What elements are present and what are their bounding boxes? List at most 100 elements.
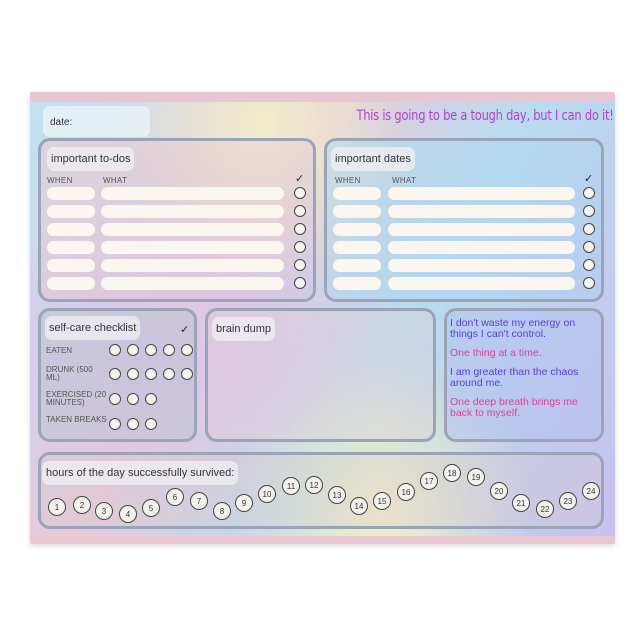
todos-checkbox[interactable] xyxy=(294,241,306,253)
hour-circle[interactable]: 8 xyxy=(213,502,231,520)
selfcare-checkbox[interactable] xyxy=(145,418,157,430)
hour-circle[interactable]: 21 xyxy=(512,494,530,512)
hour-circle[interactable]: 13 xyxy=(328,486,346,504)
date-field[interactable]: date: xyxy=(43,106,150,137)
affirmation-text: One thing at a time. xyxy=(450,347,542,359)
selfcare-checkbox[interactable] xyxy=(181,368,193,380)
todos-what-input[interactable] xyxy=(101,223,284,236)
selfcare-checkbox[interactable] xyxy=(163,344,175,356)
hour-circle[interactable]: 23 xyxy=(559,492,577,510)
todos-when-input[interactable] xyxy=(47,223,95,236)
todos-checkbox[interactable] xyxy=(294,205,306,217)
selfcare-check-icon: ✓ xyxy=(180,324,190,336)
dates-what-input[interactable] xyxy=(388,277,575,290)
todos-when-input[interactable] xyxy=(47,277,95,290)
dates-checkbox[interactable] xyxy=(583,205,595,217)
hour-circle[interactable]: 4 xyxy=(119,505,137,523)
todos-when-input[interactable] xyxy=(47,241,95,254)
hour-circle[interactable]: 14 xyxy=(350,497,368,515)
todos-checkbox[interactable] xyxy=(294,259,306,271)
hour-circle[interactable]: 24 xyxy=(582,482,600,500)
selfcare-checkbox[interactable] xyxy=(127,344,139,356)
selfcare-checkbox[interactable] xyxy=(127,418,139,430)
todos-what-input[interactable] xyxy=(101,259,284,272)
dates-checkbox[interactable] xyxy=(583,259,595,271)
hour-circle[interactable]: 9 xyxy=(235,494,253,512)
dates-when-input[interactable] xyxy=(333,223,381,236)
dates-when-header: WHEN xyxy=(335,176,361,185)
selfcare-checkbox[interactable] xyxy=(109,344,121,356)
hour-circle[interactable]: 19 xyxy=(467,468,485,486)
affirmation-text: One deep breath brings me back to myself… xyxy=(450,396,578,419)
affirmation-text: I don't waste my energy on things I can'… xyxy=(450,317,576,340)
hour-circle[interactable]: 6 xyxy=(166,488,184,506)
todos-what-input[interactable] xyxy=(101,241,284,254)
todos-what-input[interactable] xyxy=(101,277,284,290)
selfcare-item-label: EXERCISED (20 MINUTES) xyxy=(46,390,107,407)
dates-when-input[interactable] xyxy=(333,277,381,290)
brain-dump-title: brain dump xyxy=(212,317,276,341)
todos-when-input[interactable] xyxy=(47,187,95,200)
dates-when-input[interactable] xyxy=(333,187,381,200)
selfcare-checkbox[interactable] xyxy=(109,393,121,405)
hour-circle[interactable]: 16 xyxy=(397,483,415,501)
hours-title: hours of the day successfully survived: xyxy=(42,461,239,485)
hour-circle[interactable]: 17 xyxy=(420,472,438,490)
hour-circle[interactable]: 2 xyxy=(73,496,91,514)
dates-checkbox[interactable] xyxy=(583,277,595,289)
selfcare-item-label: EATEN xyxy=(46,346,73,355)
dates-what-input[interactable] xyxy=(388,223,575,236)
dates-checkbox[interactable] xyxy=(583,241,595,253)
selfcare-checkbox[interactable] xyxy=(127,393,139,405)
hour-circle[interactable]: 5 xyxy=(142,499,160,517)
todos-when-input[interactable] xyxy=(47,205,95,218)
selfcare-checkbox[interactable] xyxy=(109,368,121,380)
todos-checkbox[interactable] xyxy=(294,277,306,289)
todos-what-header: WHAT xyxy=(103,176,128,185)
dates-what-header: WHAT xyxy=(392,176,417,185)
date-label: date: xyxy=(50,117,73,128)
hour-circle[interactable]: 10 xyxy=(258,485,276,503)
selfcare-checkbox[interactable] xyxy=(163,368,175,380)
dates-when-input[interactable] xyxy=(333,241,381,254)
todos-checkbox[interactable] xyxy=(294,223,306,235)
dates-what-input[interactable] xyxy=(388,259,575,272)
hour-circle[interactable]: 1 xyxy=(48,498,66,516)
selfcare-checkbox[interactable] xyxy=(109,418,121,430)
todos-when-input[interactable] xyxy=(47,259,95,272)
hour-circle[interactable]: 18 xyxy=(443,464,461,482)
dates-checkbox[interactable] xyxy=(583,187,595,199)
hour-circle[interactable]: 3 xyxy=(95,502,113,520)
hour-circle[interactable]: 15 xyxy=(373,492,391,510)
hour-circle[interactable]: 12 xyxy=(305,476,323,494)
hour-circle[interactable]: 7 xyxy=(190,492,208,510)
hour-circle[interactable]: 11 xyxy=(282,477,300,495)
hour-circle[interactable]: 20 xyxy=(490,482,508,500)
dates-check-icon: ✓ xyxy=(584,173,594,185)
affirmations-panel: I don't waste my energy on things I can'… xyxy=(444,308,604,442)
selfcare-checkbox[interactable] xyxy=(145,393,157,405)
dates-checkbox[interactable] xyxy=(583,223,595,235)
dates-title: important dates xyxy=(331,147,415,171)
affirmation-text: I am greater than the chaos around me. xyxy=(450,366,579,389)
todos-what-input[interactable] xyxy=(101,187,284,200)
motto: This is going to be a tough day, but I c… xyxy=(356,108,614,124)
dates-what-input[interactable] xyxy=(388,205,575,218)
selfcare-title: self-care checklist xyxy=(45,316,141,340)
selfcare-checkbox[interactable] xyxy=(145,368,157,380)
selfcare-checkbox[interactable] xyxy=(127,368,139,380)
dates-when-input[interactable] xyxy=(333,205,381,218)
dates-panel xyxy=(324,138,604,302)
brain-dump-panel[interactable] xyxy=(205,308,436,442)
selfcare-checkbox[interactable] xyxy=(145,344,157,356)
todos-title: important to-dos xyxy=(47,147,135,171)
todos-checkbox[interactable] xyxy=(294,187,306,199)
selfcare-checkbox[interactable] xyxy=(181,344,193,356)
hour-circle[interactable]: 22 xyxy=(536,500,554,518)
selfcare-item-label: TAKEN BREAKS xyxy=(46,415,107,424)
dates-when-input[interactable] xyxy=(333,259,381,272)
todos-when-header: WHEN xyxy=(47,176,73,185)
todos-what-input[interactable] xyxy=(101,205,284,218)
dates-what-input[interactable] xyxy=(388,241,575,254)
dates-what-input[interactable] xyxy=(388,187,575,200)
